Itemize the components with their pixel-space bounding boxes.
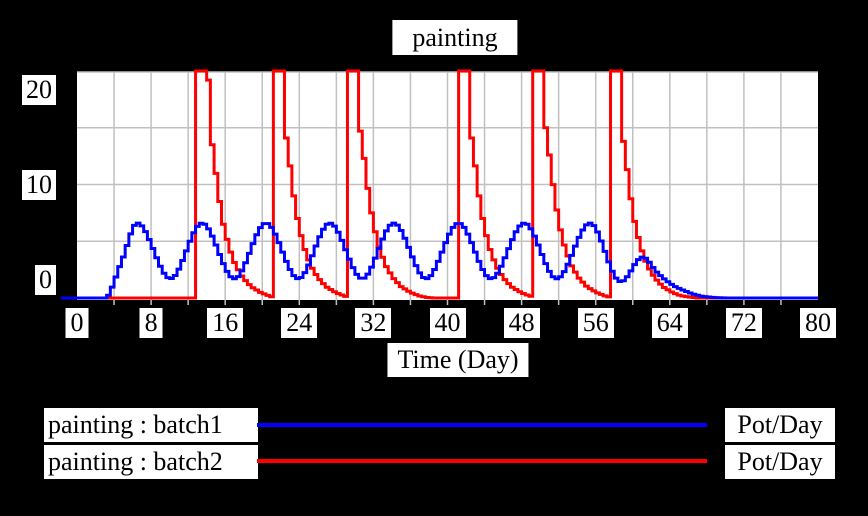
x-tick-label: 16	[207, 308, 244, 338]
x-axis-title: Time (Day)	[387, 343, 529, 377]
batch1-line	[61, 221, 818, 300]
x-tick-label: 0	[65, 308, 89, 338]
legend-units-batch2: Pot/Day	[725, 445, 835, 479]
legend-units-batch1: Pot/Day	[725, 408, 835, 442]
x-tick-label: 24	[281, 308, 318, 338]
gridlines	[77, 71, 818, 305]
legend-label-batch1: painting : batch1	[44, 408, 258, 442]
legend-line-batch1	[257, 423, 707, 427]
plot-area	[61, 69, 818, 305]
x-tick-label: 64	[651, 308, 688, 338]
x-tick-label: 80	[800, 308, 836, 338]
y-tick-label: 20	[22, 75, 56, 105]
legend-line-batch2	[257, 459, 707, 463]
x-tick-label: 56	[577, 308, 614, 338]
chart-title: painting	[392, 20, 518, 55]
plot-panel	[61, 69, 818, 305]
y-tick-label: 10	[22, 169, 56, 200]
x-tick-label: 32	[355, 308, 392, 338]
x-tick-label: 8	[139, 308, 163, 338]
x-tick-label: 72	[725, 308, 762, 338]
legend-label-batch2: painting : batch2	[44, 445, 258, 479]
x-tick-label: 40	[429, 308, 466, 338]
y-tick-label: 0	[35, 265, 56, 295]
x-tick-label: 48	[503, 308, 540, 338]
batch2-line	[61, 69, 818, 300]
